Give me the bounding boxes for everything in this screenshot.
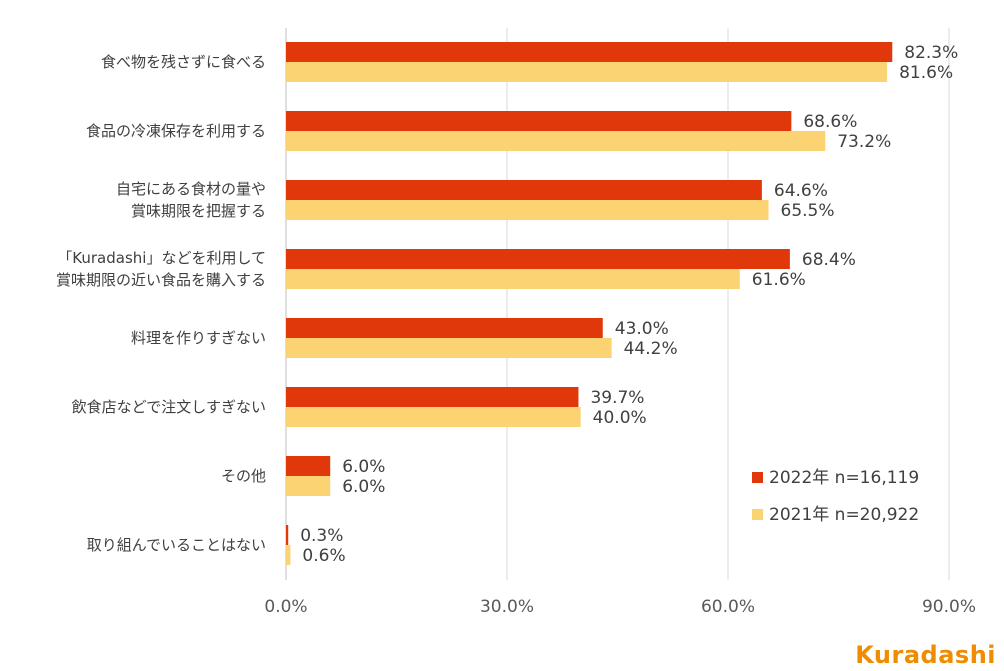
category-label: 料理を作りすぎない <box>131 329 266 347</box>
category-label: 食品の冷凍保存を利用する <box>86 122 266 140</box>
bar-2021 <box>286 200 769 220</box>
bar-2022 <box>286 111 792 131</box>
data-label: 64.6% <box>774 181 828 201</box>
category-label: 賞味期限を把握する <box>131 202 266 220</box>
data-label: 6.0% <box>342 457 385 477</box>
bar-2022 <box>286 180 762 200</box>
data-label: 68.4% <box>802 250 856 270</box>
bar-2021 <box>286 476 331 496</box>
legend-label: 2022年 n=16,119 <box>769 468 919 488</box>
bar-2021 <box>286 338 612 358</box>
data-label: 6.0% <box>342 477 385 497</box>
bar-2022 <box>286 387 579 407</box>
x-tick-label: 0.0% <box>264 597 307 617</box>
data-label: 65.5% <box>781 201 835 221</box>
category-label: 飲食店などで注文しすぎない <box>72 398 266 416</box>
data-label: 61.6% <box>752 270 806 290</box>
x-tick-label: 90.0% <box>922 597 976 617</box>
category-label: その他 <box>221 467 266 485</box>
bar-2021 <box>286 131 826 151</box>
bar-2022 <box>286 318 603 338</box>
bar-2022 <box>286 42 893 62</box>
data-label: 0.6% <box>302 546 345 566</box>
data-label: 40.0% <box>593 408 647 428</box>
legend-swatch <box>752 472 763 483</box>
x-tick-label: 60.0% <box>701 597 755 617</box>
bar-2021 <box>286 545 291 565</box>
bar-2022 <box>286 456 331 476</box>
category-label: 「Kuradashi」などを利用して <box>57 249 266 267</box>
legend-swatch <box>752 509 763 520</box>
category-label: 取り組んでいることはない <box>87 536 266 554</box>
bar-2021 <box>286 407 581 427</box>
bar-2022 <box>286 525 289 545</box>
category-label: 食べ物を残さずに食べる <box>101 53 266 71</box>
data-label: 44.2% <box>624 339 678 359</box>
data-label: 82.3% <box>904 43 958 63</box>
kuradashi-logo: Kuradashi <box>855 641 996 669</box>
category-label: 自宅にある食材の量や <box>116 180 266 198</box>
bar-2022 <box>286 249 790 269</box>
bar-2021 <box>286 62 888 82</box>
data-label: 0.3% <box>300 526 343 546</box>
legend-label: 2021年 n=20,922 <box>769 505 919 525</box>
data-label: 68.6% <box>803 112 857 132</box>
x-tick-label: 30.0% <box>480 597 534 617</box>
data-label: 81.6% <box>899 63 953 83</box>
bar-2021 <box>286 269 740 289</box>
category-label: 賞味期限の近い食品を購入する <box>56 271 266 289</box>
data-label: 39.7% <box>590 388 644 408</box>
data-label: 73.2% <box>837 132 891 152</box>
data-label: 43.0% <box>615 319 669 339</box>
